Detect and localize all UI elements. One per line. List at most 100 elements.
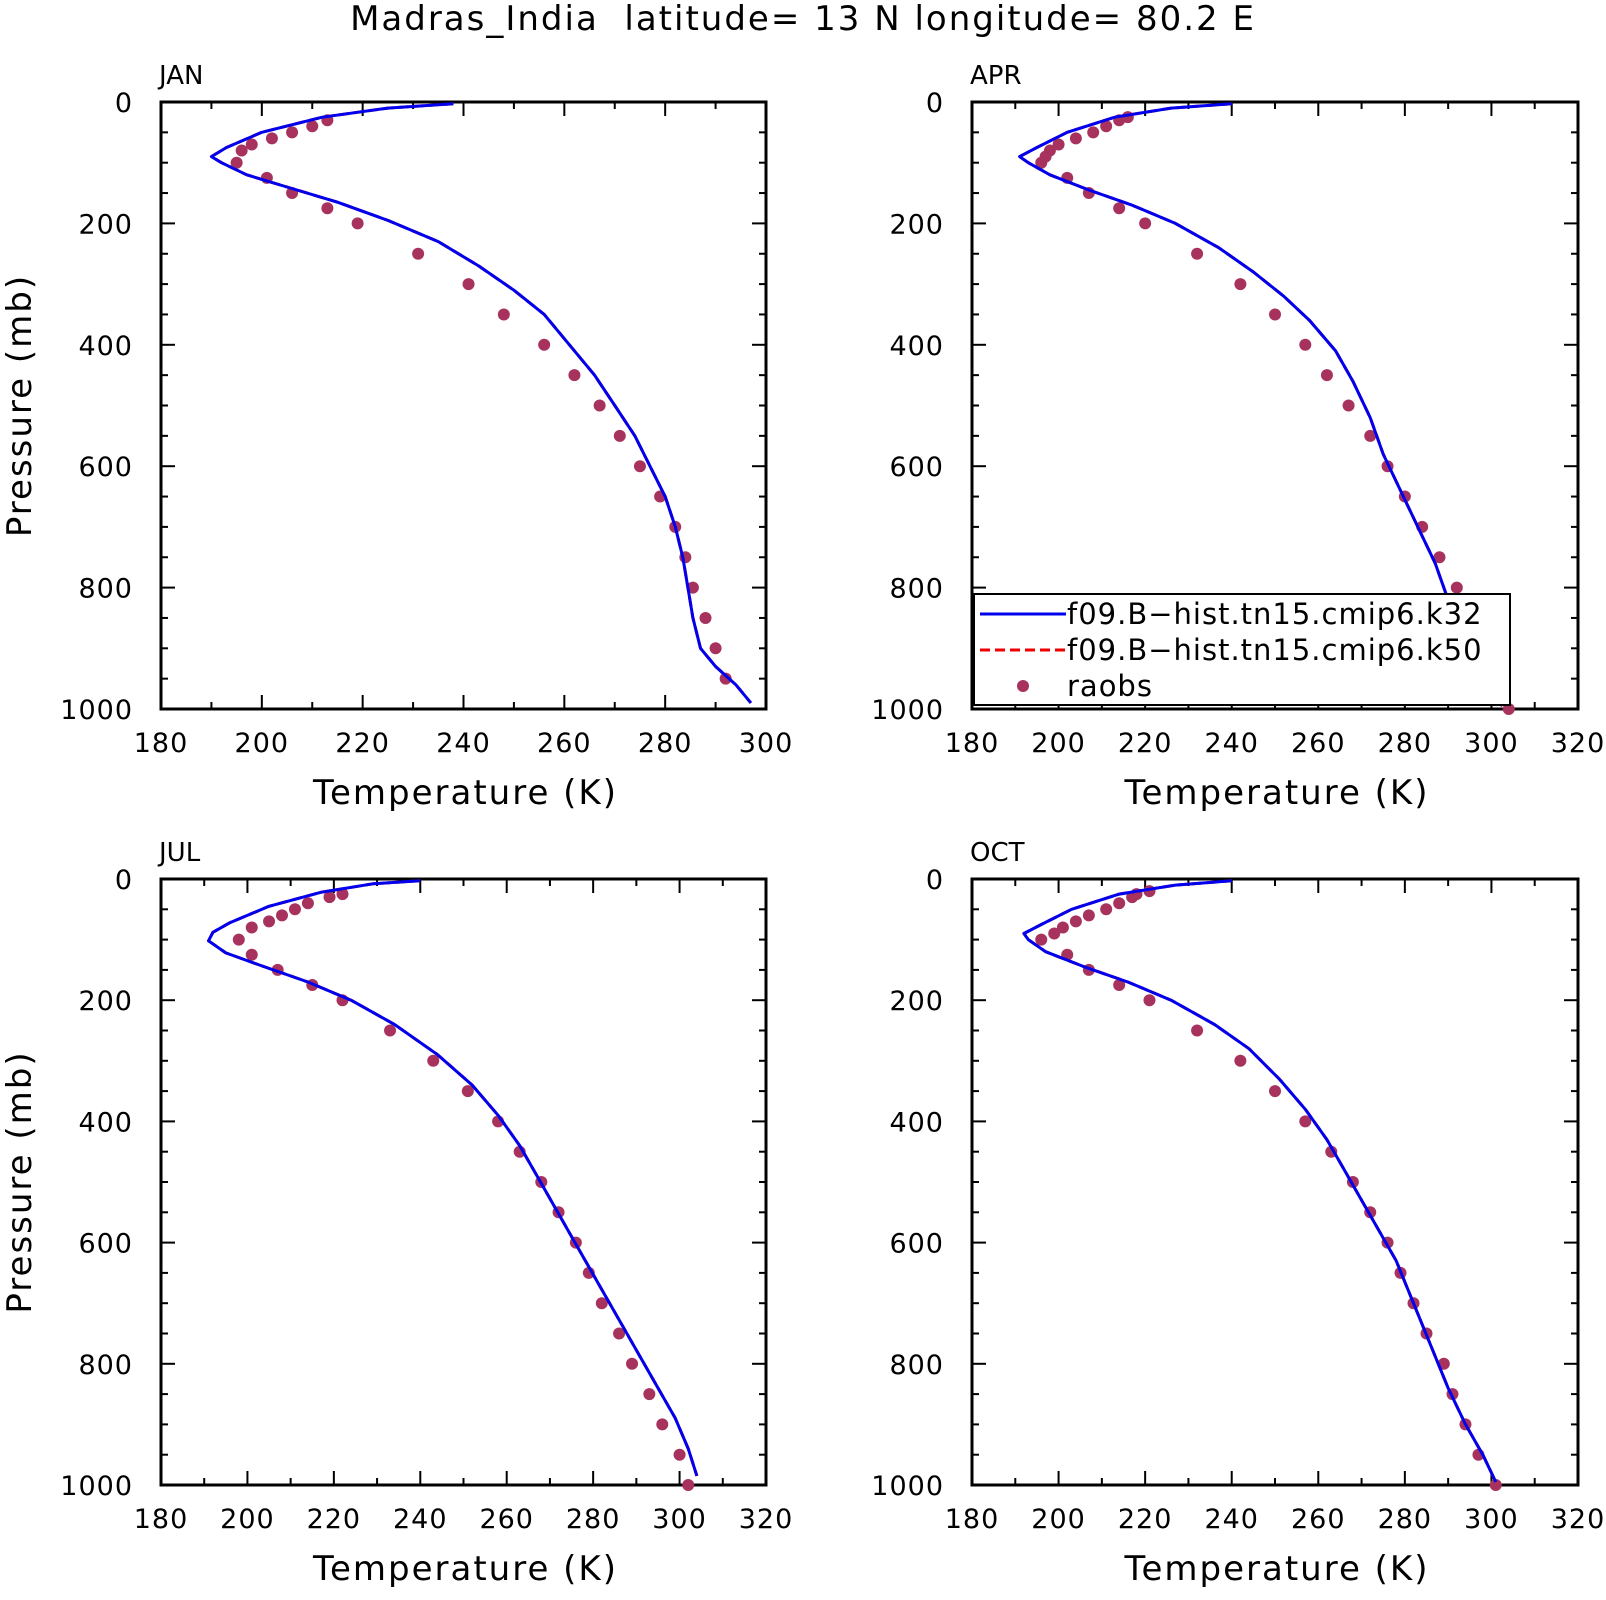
raobs-point: [673, 1448, 686, 1461]
x-axis-label: Temperature (K): [1123, 773, 1429, 813]
raobs-point: [497, 308, 510, 321]
x-tick-label: 200: [1031, 1504, 1086, 1535]
raobs-point: [461, 1085, 474, 1098]
raobs-point: [643, 1388, 656, 1401]
y-tick-label: 200: [889, 986, 944, 1017]
raobs-point: [633, 460, 646, 473]
raobs-point: [593, 399, 606, 412]
raobs-point: [568, 369, 581, 382]
y-tick-label: 1000: [60, 695, 133, 726]
y-tick-label: 600: [78, 1229, 133, 1260]
legend-label: f09.B−hist.tn15.cmip6.k32: [1067, 597, 1483, 631]
panel-label: JAN: [157, 61, 203, 91]
raobs-point: [1113, 897, 1126, 910]
raobs-point: [1087, 126, 1100, 139]
raobs-point: [709, 642, 722, 655]
raobs-point: [1433, 551, 1446, 564]
x-tick-label: 220: [335, 728, 390, 759]
raobs-point: [288, 903, 301, 916]
x-axis-label: Temperature (K): [312, 773, 618, 813]
raobs-point: [1342, 399, 1355, 412]
y-tick-label: 400: [78, 1107, 133, 1138]
raobs-point: [245, 921, 258, 934]
raobs-point: [1143, 994, 1156, 1007]
raobs-point: [384, 1024, 397, 1037]
raobs-point: [235, 144, 248, 157]
raobs-point: [1489, 1479, 1502, 1491]
raobs-point: [1100, 903, 1113, 916]
chart-panel-oct: 180 200 220 240 260 280 300 320 0 200 400 600 800 100…: [871, 838, 1604, 1589]
x-tick-label: 260: [1291, 1504, 1346, 1535]
panels: 180 200 220 240 260 280 300 0 200 400 600 800 1000 JA…: [0, 61, 1604, 1589]
raobs-point: [613, 1327, 626, 1340]
raobs-point: [1069, 915, 1082, 928]
y-tick-label: 600: [889, 1229, 944, 1260]
raobs-point: [1139, 217, 1152, 230]
raobs-point: [1056, 921, 1069, 934]
raobs-point: [1450, 581, 1463, 594]
y-tick-label: 0: [115, 88, 133, 119]
raobs-point: [1048, 927, 1061, 940]
plot-frame: [159, 100, 768, 711]
x-tick-label: 220: [1118, 1504, 1173, 1535]
x-tick-label: 220: [307, 1504, 362, 1535]
raobs-point: [1234, 278, 1247, 291]
x-tick-label: 300: [1464, 728, 1519, 759]
x-tick-label: 200: [220, 1504, 275, 1535]
raobs-point: [1126, 891, 1139, 904]
y-tick-label: 400: [889, 331, 944, 362]
raobs-point: [230, 156, 243, 169]
raobs-point: [1299, 1115, 1312, 1128]
raobs-point: [427, 1054, 440, 1067]
y-tick-label: 200: [78, 986, 133, 1017]
series-line-k32: [209, 102, 753, 704]
x-tick-label: 320: [739, 1504, 794, 1535]
x-tick-label: 260: [537, 728, 592, 759]
x-tick-label: 180: [945, 728, 1000, 759]
raobs-point: [719, 672, 732, 685]
x-tick-label: 240: [1204, 1504, 1259, 1535]
raobs-point: [1113, 979, 1126, 992]
y-tick-label: 200: [78, 209, 133, 240]
y-tick-label: 400: [78, 331, 133, 362]
raobs-point: [301, 897, 314, 910]
y-tick-label: 0: [926, 88, 944, 119]
x-tick-label: 200: [235, 728, 290, 759]
y-tick-label: 1000: [871, 695, 944, 726]
legend-entry: raobs: [1017, 669, 1153, 703]
chart-panel-jul: 180 200 220 240 260 280 300 320 0 200 400 600 800 100…: [0, 838, 794, 1589]
raobs-point: [1191, 1024, 1204, 1037]
x-tick-label: 300: [652, 1504, 707, 1535]
raobs-point: [1035, 933, 1048, 946]
raobs-point: [323, 891, 336, 904]
legend-entry: f09.B−hist.tn15.cmip6.k50: [980, 633, 1483, 667]
y-tick-label: 1000: [60, 1471, 133, 1502]
x-tick-label: 280: [566, 1504, 621, 1535]
raobs-point: [1299, 338, 1312, 351]
y-tick-label: 400: [889, 1107, 944, 1138]
y-tick-label: 0: [926, 865, 944, 896]
raobs-point: [351, 217, 364, 230]
raobs-point: [595, 1297, 608, 1310]
x-tick-label: 300: [739, 728, 794, 759]
y-tick-label: 800: [889, 1350, 944, 1381]
series-line-k32: [1022, 879, 1498, 1483]
raobs-point: [1069, 132, 1082, 145]
y-tick-label: 600: [78, 452, 133, 483]
y-tick-label: 600: [889, 452, 944, 483]
raobs-point: [1234, 1054, 1247, 1067]
raobs-point: [1082, 909, 1095, 922]
panel-label: APR: [970, 61, 1022, 91]
panel-label: JUL: [157, 838, 201, 868]
figure-title: Madras_India latitude= 13 N longitude= 8…: [350, 0, 1256, 39]
raobs-point: [1191, 247, 1204, 260]
raobs-point: [1320, 369, 1333, 382]
raobs-point: [1364, 429, 1377, 442]
legend-label: raobs: [1067, 669, 1153, 703]
panel-label: OCT: [970, 838, 1025, 868]
y-axis-label: Pressure (mb): [0, 1050, 40, 1313]
plot-frame: [970, 877, 1580, 1487]
x-tick-label: 200: [1031, 728, 1086, 759]
legend-label: f09.B−hist.tn15.cmip6.k50: [1067, 633, 1483, 667]
